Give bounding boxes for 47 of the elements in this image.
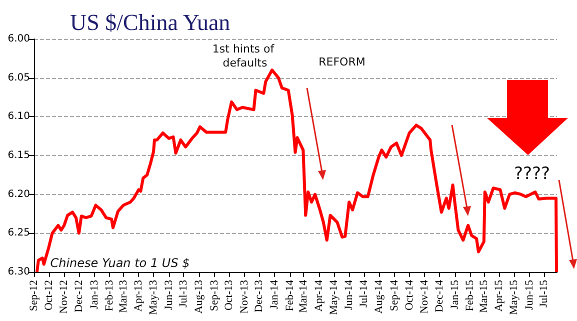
x-tick-label: Mar-14 — [298, 280, 310, 313]
x-tick-label: Oct-12 — [42, 280, 55, 311]
x-tick-label: Jan-14 — [268, 280, 281, 310]
x-tick-label: Nov-14 — [418, 280, 431, 314]
x-tick-label: Feb-14 — [284, 280, 296, 312]
x-tick-label: Jul-13 — [178, 280, 190, 308]
x-tick-label: Dec-12 — [72, 280, 85, 312]
x-tick-label: Apr-13 — [132, 280, 145, 312]
x-tick-label: Jun-15 — [523, 280, 536, 310]
x-tick-label: Oct-13 — [223, 280, 236, 311]
x-tick-label: Mar-13 — [117, 280, 130, 313]
x-tick-label: Sep-13 — [208, 280, 220, 312]
x-tick-label: Jul-14 — [358, 280, 370, 308]
y-tick-label: 6.20 — [8, 188, 30, 200]
x-tick-label: Aug-14 — [373, 280, 386, 314]
y-tick-label: 6.15 — [8, 150, 30, 161]
chart-title: US $/China Yuan — [70, 10, 231, 35]
x-tick-label: Sep-12 — [28, 280, 40, 312]
x-tick-label: Sep-14 — [388, 280, 401, 312]
x-tick-label: May-13 — [148, 280, 160, 315]
y-tick-label: 6.05 — [8, 72, 30, 84]
y-tick-label: 6.25 — [8, 228, 30, 239]
x-tick-label: Jul-15 — [538, 280, 550, 308]
x-tick-label: Dec-14 — [433, 280, 446, 312]
x-tick-label: Jan-13 — [88, 280, 100, 310]
y-tick-label: 6.10 — [8, 111, 30, 122]
annotation: REFORM — [318, 56, 366, 68]
x-tick-label: Oct-14 — [403, 280, 416, 311]
x-tick-label: Feb-15 — [464, 280, 476, 312]
x-tick-label: Mar-15 — [478, 280, 490, 313]
x-tick-label: Dec-13 — [253, 280, 266, 312]
x-tick-label: Nov-12 — [58, 280, 70, 314]
x-tick-label: Apr-14 — [312, 280, 325, 312]
x-tick-label: Aug-13 — [192, 280, 205, 314]
x-tick-label: Feb-13 — [104, 280, 116, 312]
x-tick-label: Jun-14 — [343, 280, 356, 310]
x-tick-label: Nov-13 — [238, 280, 250, 314]
x-tick-label: Jan-15 — [448, 280, 461, 310]
annotation: 1st hints of defaults — [212, 42, 278, 70]
annotation: Chinese Yuan to 1 US $ — [50, 256, 190, 270]
x-tick-label: May-14 — [328, 280, 340, 315]
x-tick-label: Apr-15 — [493, 280, 506, 312]
x-tick-label: Jun-13 — [162, 280, 175, 310]
y-tick-label: 6.00 — [8, 34, 30, 44]
x-tick-label: May-15 — [508, 280, 520, 315]
y-tick-label: 6.30 — [8, 266, 30, 278]
annotation: ???? — [514, 164, 550, 184]
